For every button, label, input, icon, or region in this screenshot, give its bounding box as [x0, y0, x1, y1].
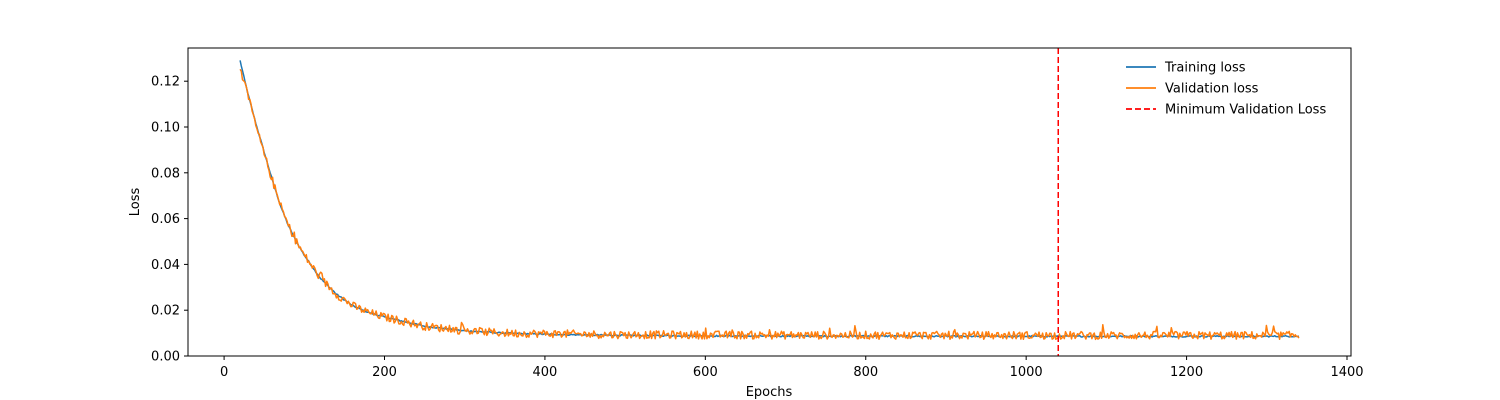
x-tick-label: 1000 [1010, 365, 1043, 380]
x-tick-label: 800 [853, 365, 878, 380]
y-axis-label: Loss [128, 188, 143, 217]
y-tick-label: 0.08 [151, 166, 180, 181]
plot-area [239, 48, 1300, 356]
legend: Training loss Validation loss Minimum Vali… [1126, 61, 1326, 118]
y-tick-label: 0.06 [151, 212, 180, 227]
x-tick-label: 1200 [1170, 365, 1203, 380]
plot-frame [187, 47, 1352, 357]
series-line-validation [239, 68, 1300, 341]
legend-label: Training loss [1164, 61, 1246, 76]
x-tick-label: 400 [533, 365, 558, 380]
y-tick-label: 0.12 [151, 75, 180, 90]
legend-label: Minimum Validation Loss [1165, 103, 1326, 118]
y-axis: 0.00 0.02 0.04 0.06 0.08 0.10 0.12 [151, 75, 188, 365]
y-tick-label: 0.00 [151, 350, 180, 365]
y-tick-label: 0.04 [151, 258, 180, 273]
x-axis: 0 200 400 600 800 1000 1200 1400 [220, 356, 1364, 380]
y-tick-label: 0.10 [151, 121, 180, 136]
y-tick-label: 0.02 [151, 304, 180, 319]
x-tick-label: 0 [220, 365, 228, 380]
x-tick-label: 1400 [1330, 365, 1363, 380]
x-axis-label: Epochs [746, 385, 793, 400]
x-tick-label: 200 [372, 365, 397, 380]
series-line-training [239, 60, 1300, 338]
x-tick-label: 600 [693, 365, 718, 380]
legend-label: Validation loss [1165, 82, 1259, 97]
